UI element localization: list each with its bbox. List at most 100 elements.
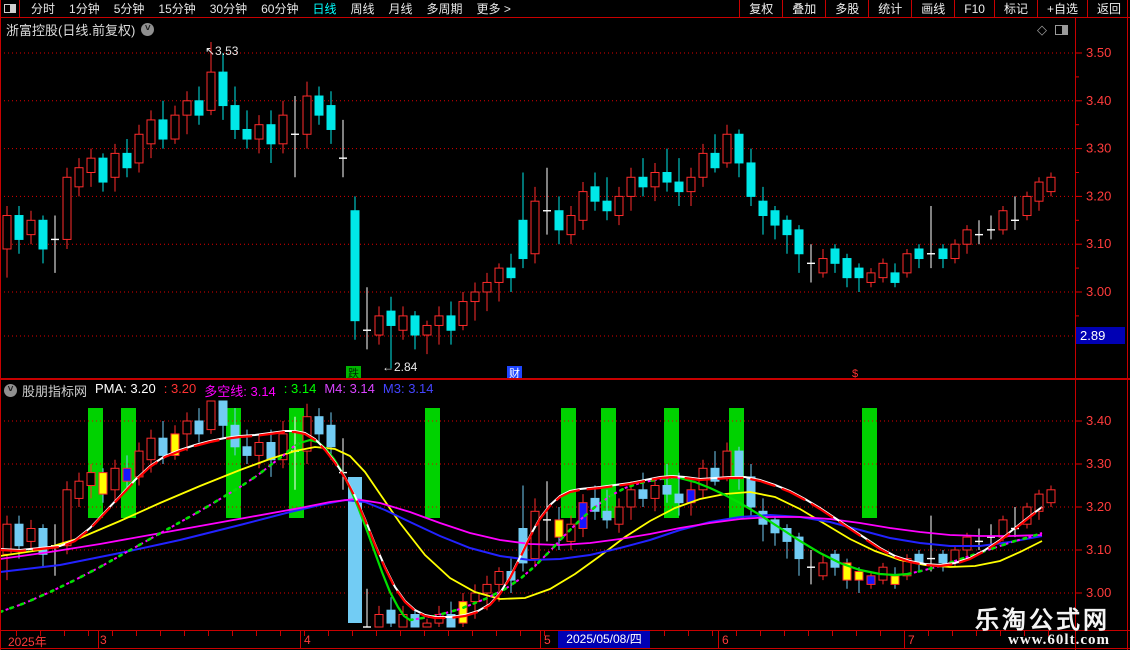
watermark-site-url: www.60lt.com [1008,632,1110,649]
indicator-chart[interactable]: 3.40 3.30 3.20 3.10 3.00 [0,400,1130,630]
date-axis[interactable]: 2025年 3 4 5 6 7 2025/05/08/四 [0,630,1130,649]
month-separator [300,631,301,648]
menu-item-4[interactable]: 30分钟 [209,2,248,16]
date-label-2: 4 [304,633,311,647]
menu-item-8[interactable]: 月线 [388,2,413,16]
menubar: 分时 1分钟 5分钟 15分钟 30分钟 60分钟 日线 周线 月线 多周期 更多 > 复权 叠加 多股… [0,0,1130,18]
indicator-value-4: M4: 3.14 [324,381,375,396]
watermark: 乐淘公式网 www.60lt.com [975,608,1110,649]
axis-tick [112,631,113,636]
watermark-site-name: 乐淘公式网 [975,607,1110,635]
titlebar: 浙富控股(日线.前复权) ˅ ◇ [0,19,1130,40]
axis-tick [448,631,449,636]
indicator-source-label: 股朋指标网 [22,384,88,399]
axis-tick [736,631,737,636]
axis-tick [688,631,689,636]
menubar-left-items: 分时 1分钟 5分钟 15分钟 30分钟 60分钟 日线 周线 月线 多周期 更多 > [20,0,518,17]
month-separator [718,631,719,648]
page-title: 浙富控股(日线.前复权) [6,23,136,38]
axis-tick [712,631,713,636]
price-label-3.30: 3.30 [1086,141,1111,156]
axis-tick [16,631,17,636]
axis-tick [64,631,65,636]
toolbar-button-7[interactable]: +自选 [1036,0,1087,17]
main-candlestick-chart[interactable]: 3.50 3.40 3.30 3.20 3.10 3.00 2.89 ↖3.53 ←2.84 跌 财… [0,40,1130,378]
month-separator [540,631,541,648]
axis-tick [1000,631,1001,636]
toolbar-button-5[interactable]: F10 [954,0,994,17]
diamond-icon[interactable]: ◇ [1037,22,1047,37]
axis-tick [1048,631,1049,636]
menu-item-6[interactable]: 日线 [312,2,337,16]
event-badge-0: 跌 [348,366,359,378]
event-badge-2: $ [852,368,858,378]
left-border [0,0,1,650]
axis-tick [88,631,89,636]
month-separator [904,631,905,648]
indicator-price-label-3.00: 3.00 [1086,585,1111,600]
toolbar-button-8[interactable]: 返回 [1086,0,1130,17]
price-label-3.20: 3.20 [1086,188,1111,203]
toolbar-button-0[interactable]: 复权 [739,0,782,17]
axis-tick [136,631,137,636]
axis-tick [400,631,401,636]
axis-tick [160,631,161,636]
axis-tick [808,631,809,636]
indicator-value-5: M3: 3.14 [382,381,434,396]
axis-tick [184,631,185,636]
axis-tick [256,631,257,636]
axis-tick [760,631,761,636]
axis-tick [520,631,521,636]
toolbar-button-6[interactable]: 标记 [993,0,1037,17]
menu-item-7[interactable]: 周线 [350,2,375,16]
menu-item-1[interactable]: 1分钟 [69,2,100,16]
menubar-right-items: 复权 叠加 多股 统计 画线 F10 标记 +自选 返回 [739,0,1130,17]
current-price-label: 2.89 [1080,328,1105,343]
menu-item-2[interactable]: 5分钟 [113,2,145,16]
date-label-1: 3 [100,633,107,647]
chevron-down-icon[interactable]: ˅ [141,23,155,36]
indicator-value-3: : 3.14 [283,381,317,396]
menu-item-9[interactable]: 多周期 [426,2,463,16]
indicator-price-label-3.20: 3.20 [1086,499,1111,514]
axis-tick [280,631,281,636]
axis-tick [880,631,881,636]
axis-tick [832,631,833,636]
toolbar-button-3[interactable]: 统计 [868,0,911,17]
right-border [1127,0,1128,650]
axis-tick [952,631,953,636]
axis-tick [328,631,329,636]
indicator-price-label-3.30: 3.30 [1086,456,1111,471]
menu-item-5[interactable]: 60分钟 [261,2,299,16]
axis-tick [928,631,929,636]
indicator-header: ˅ 股朋指标网 PMA: 3.20 : 3.20 多空线: 3.14 : 3.14 M4… [0,381,1130,400]
date-label-3: 5 [544,633,551,647]
axis-tick [352,631,353,636]
axis-tick [304,631,305,636]
menu-item-3[interactable]: 15分钟 [158,2,196,16]
axis-tick [1024,631,1025,636]
indicator-value-1: : 3.20 [163,381,197,396]
indicator-value-0: PMA: 3.20 [95,381,156,396]
price-label-3.00: 3.00 [1086,284,1111,299]
price-label-3.10: 3.10 [1086,236,1111,251]
panel-divider [0,378,1130,380]
toolbar-button-4[interactable]: 画线 [911,0,954,17]
window-layout-icon[interactable] [0,0,20,18]
menu-item-10[interactable]: 更多 > [476,2,511,16]
split-panel-icon[interactable] [1055,25,1068,35]
chevron-down-icon[interactable]: ˅ [4,384,17,397]
indicator-value-2: 多空线: 3.14 [204,384,276,399]
axis-tick [232,631,233,636]
menu-item-0[interactable]: 分时 [31,2,56,16]
axis-tick [40,631,41,636]
price-annotation-0: ↖3.53 [205,44,239,58]
toolbar-button-1[interactable]: 叠加 [782,0,825,17]
axis-tick [856,631,857,636]
axis-tick [544,631,545,636]
axis-tick [664,631,665,636]
date-label-4: 6 [722,633,729,647]
toolbar-button-2[interactable]: 多股 [825,0,868,17]
axis-tick [496,631,497,636]
indicator-price-label-3.10: 3.10 [1086,542,1111,557]
